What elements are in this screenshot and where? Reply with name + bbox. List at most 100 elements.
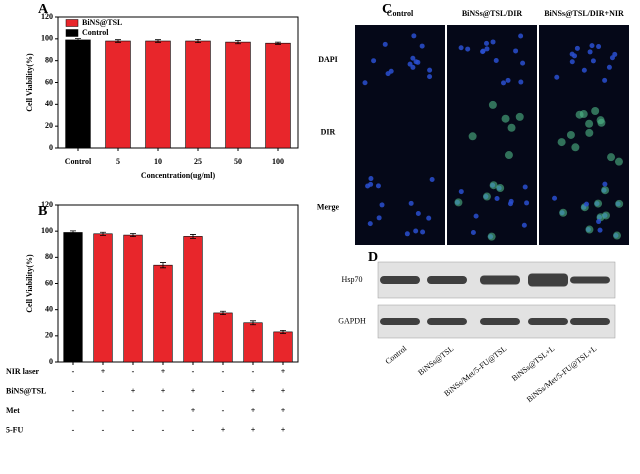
treatment-sign: - — [132, 367, 135, 376]
nucleus — [407, 61, 413, 67]
nucleus — [427, 74, 433, 80]
nucleus — [484, 46, 490, 52]
nucleus — [420, 229, 426, 235]
nucleus — [589, 43, 595, 49]
error-bar — [235, 40, 241, 45]
nucleus — [597, 227, 603, 233]
protein-band — [528, 273, 568, 287]
nucleus — [584, 201, 590, 207]
nucleus — [554, 74, 560, 80]
nucleus — [382, 41, 388, 47]
lane-label: BiNSs/Met/5-FU@TSL+L — [525, 344, 598, 404]
column-header: BiNSs@TSL/DIR — [462, 9, 523, 18]
x-tick-label: 50 — [234, 157, 242, 166]
micrograph — [447, 25, 537, 95]
dye — [613, 231, 622, 240]
dye — [507, 123, 516, 132]
lane-label: BiNSs@TSL — [416, 344, 455, 377]
y-tick-label: 100 — [41, 34, 53, 43]
nucleus — [429, 176, 435, 182]
y-tick-label: 60 — [45, 278, 53, 287]
legend-label: Control — [82, 28, 109, 37]
y-axis-label: Cell Viability(%) — [25, 254, 34, 313]
nucleus — [410, 55, 416, 61]
dye — [594, 199, 603, 208]
x-tick-label: 100 — [272, 157, 284, 166]
nucleus — [367, 221, 373, 227]
nucleus — [465, 46, 471, 52]
treatment-sign: - — [132, 425, 135, 434]
bar — [185, 40, 211, 149]
treatment-sign: - — [222, 367, 225, 376]
micrograph — [355, 95, 445, 170]
protein-band — [380, 318, 420, 325]
lane-label: Control — [384, 343, 409, 366]
error-bar — [100, 231, 106, 236]
panel-label: C — [382, 2, 392, 17]
y-tick-label: 20 — [45, 331, 53, 340]
bar — [123, 234, 143, 363]
treatment-sign: - — [162, 406, 165, 415]
nucleus — [388, 68, 394, 74]
dye — [504, 151, 513, 160]
bar — [183, 236, 203, 363]
bar — [145, 40, 171, 149]
dye — [585, 225, 594, 234]
nucleus — [415, 210, 421, 216]
nucleus — [518, 33, 524, 39]
treatment-sign: + — [281, 425, 286, 434]
nucleus — [473, 213, 479, 219]
dye — [559, 208, 568, 217]
blot-label: Hsp70 — [342, 275, 363, 284]
dye — [482, 192, 491, 201]
bar — [213, 312, 233, 363]
y-tick-label: 100 — [41, 226, 53, 235]
treatment-sign: - — [72, 386, 75, 395]
treatment-sign: + — [281, 406, 286, 415]
protein-band — [570, 318, 610, 325]
nucleus — [371, 58, 377, 64]
dye — [602, 211, 611, 220]
row-label: Merge — [317, 202, 340, 211]
row-label: DIR — [321, 127, 336, 136]
treatment-sign: + — [131, 386, 136, 395]
treatment-label: NIR laser — [6, 367, 40, 376]
nucleus — [413, 228, 419, 234]
nucleus — [596, 219, 602, 225]
dye — [515, 112, 524, 121]
y-tick-label: 120 — [41, 12, 53, 21]
nucleus — [574, 45, 580, 51]
nucleus — [379, 202, 385, 208]
dye — [615, 199, 624, 208]
nucleus — [602, 77, 608, 83]
protein-band — [380, 276, 420, 284]
treatment-label: BiNS@TSL — [6, 386, 46, 395]
x-tick-label: 25 — [194, 157, 202, 166]
nucleus — [415, 59, 421, 65]
nucleus — [606, 64, 612, 70]
treatment-sign: + — [191, 386, 196, 395]
nucleus — [522, 184, 528, 190]
bar — [225, 41, 251, 149]
micrograph — [539, 95, 629, 170]
y-tick-label: 80 — [45, 55, 53, 64]
dye — [596, 116, 605, 125]
treatment-sign: + — [161, 386, 166, 395]
error-bar — [155, 39, 161, 43]
dye — [585, 128, 594, 137]
nucleus — [484, 40, 490, 46]
treatment-sign: + — [191, 406, 196, 415]
treatment-sign: - — [102, 425, 105, 434]
nucleus — [458, 189, 464, 195]
error-bar — [115, 39, 121, 43]
treatment-sign: - — [252, 367, 255, 376]
treatment-sign: - — [72, 367, 75, 376]
dye — [468, 132, 477, 141]
nucleus — [411, 33, 417, 39]
error-bar — [75, 38, 81, 42]
nucleus — [520, 60, 526, 66]
treatment-sign: - — [132, 406, 135, 415]
protein-band — [427, 276, 467, 284]
nucleus — [501, 80, 507, 86]
treatment-sign: - — [192, 367, 195, 376]
